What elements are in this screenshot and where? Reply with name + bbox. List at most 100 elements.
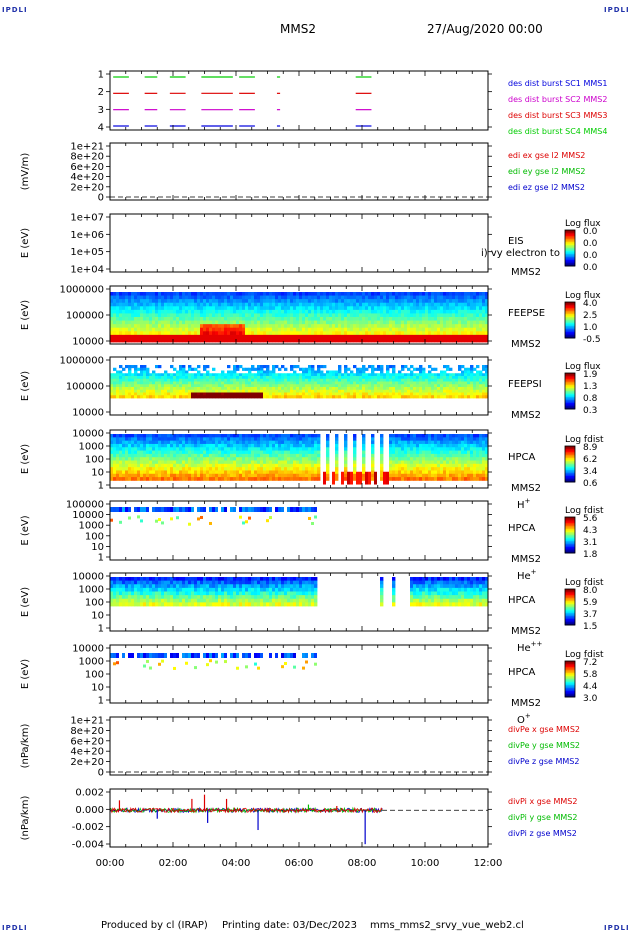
spectrogram-cell: [116, 392, 120, 396]
spectrogram-cell: [443, 463, 447, 468]
spectrogram-cell: [212, 447, 216, 451]
spectrogram-cell: [134, 376, 138, 380]
spectrogram-cell: [137, 309, 141, 314]
spectrogram-cell: [227, 477, 231, 481]
spectrogram-cell: [365, 295, 369, 300]
spectrogram-cell: [125, 292, 129, 296]
spectrogram-cell: [248, 338, 252, 343]
spectrogram-cell: [116, 317, 120, 321]
spectrogram-cell: [287, 460, 291, 465]
spectrogram-cell: [182, 327, 186, 332]
spectrogram-cell: [152, 334, 156, 339]
spectrogram-cell: [146, 313, 150, 318]
spectrogram-cell: [314, 447, 318, 451]
spectrogram-cell: [410, 477, 414, 481]
spectrogram-cell: [398, 306, 402, 311]
spectrogram-cell: [269, 327, 273, 332]
spectrogram-cell: [476, 387, 480, 391]
spectrogram-cell: [431, 338, 435, 343]
spectrogram-cell: [275, 292, 279, 296]
spectrogram-cell: [257, 450, 261, 455]
spectrogram-cell: [473, 295, 477, 300]
spectrogram-cell: [284, 389, 288, 393]
spectrogram-cell: [455, 327, 459, 332]
spectrogram-cell: [176, 334, 180, 339]
spectrogram-cell: [359, 327, 363, 332]
spectrogram-cell: [431, 447, 435, 451]
spectrogram-cell: [188, 437, 192, 442]
spectrogram-cell: [416, 470, 420, 475]
spectrogram-cell: [248, 450, 252, 455]
spectrogram-cell: [464, 395, 468, 399]
spectrogram-cell: [164, 473, 168, 478]
spectrogram-cell: [416, 392, 420, 396]
spectrogram-cell: [125, 450, 129, 455]
spectrogram-cell: [224, 473, 228, 478]
spectrogram-cell: [311, 437, 315, 442]
spectrogram-cell: [287, 338, 291, 343]
spectrogram-cell: [239, 324, 243, 329]
spectrogram-cell: [131, 447, 135, 451]
spectrogram-cell: [296, 309, 300, 314]
spectrogram-cell: [479, 331, 483, 336]
spectrogram-cell: [368, 387, 372, 391]
colorbar-swatch: [565, 246, 575, 249]
spectrogram-cell: [320, 295, 324, 300]
spectrogram-cell: [185, 334, 189, 339]
spectrogram-cell: [125, 457, 129, 461]
spectrogram-cell: [149, 338, 153, 343]
spectrogram-cell: [326, 317, 330, 321]
spectrogram-cell: [452, 309, 456, 314]
spectrogram-cell: [344, 317, 348, 321]
spectrogram-cell: [257, 295, 261, 300]
spectrogram-cell: [470, 381, 474, 385]
spectrogram-cell: [413, 453, 417, 458]
spectrogram-cell: [413, 381, 417, 385]
spectrogram-cell: [176, 463, 180, 468]
spectrogram-cell: [290, 376, 294, 380]
spectrogram-cell: [344, 295, 348, 300]
spectrogram-cell: [233, 460, 237, 465]
spectrogram-cell: [170, 477, 174, 481]
spectrogram-cell: [362, 317, 366, 321]
spectrogram-cell: [146, 320, 150, 325]
spectrogram-cell: [380, 467, 384, 471]
spectrogram-cell: [413, 331, 417, 336]
spectrogram-cell: [296, 434, 300, 438]
spectrogram-cell: [176, 376, 180, 380]
spectrogram-cell: [293, 376, 297, 380]
spectrogram-cell: [188, 334, 192, 339]
spectrogram-cell: [140, 295, 144, 300]
spectrogram-cell: [365, 381, 369, 385]
colorbar-swatch: [565, 320, 575, 322]
spectrogram-cell: [245, 338, 249, 343]
spectrogram-cell: [164, 313, 168, 318]
spectrogram-cell: [371, 387, 375, 391]
spectrogram-cell: [245, 299, 249, 304]
spectrogram-cell: [440, 309, 444, 314]
spectrogram-cell: [260, 457, 264, 461]
spectrogram-cell: [317, 443, 321, 448]
spectrogram-cell: [311, 292, 315, 296]
spectrogram-cell: [383, 389, 387, 393]
spectrogram-cell: [359, 367, 363, 371]
spectrogram-cell: [257, 387, 261, 391]
spectrogram-cell: [209, 470, 213, 475]
spectrogram-cell: [458, 320, 462, 325]
spectrogram-cell: [434, 376, 438, 380]
spectrogram-cell: [182, 295, 186, 300]
spectrogram-cell: [143, 467, 147, 471]
spectrogram-cell: [134, 292, 138, 296]
spectrogram-cell: [323, 338, 327, 343]
spectrogram-cell: [251, 460, 255, 465]
spectrogram-cell: [374, 367, 378, 371]
spectrogram-cell: [323, 471, 326, 485]
spectrogram-cell: [455, 292, 459, 296]
spectrogram-cell: [341, 389, 345, 393]
spectrogram-cell: [446, 378, 450, 382]
spectrogram-cell: [476, 384, 480, 388]
spectrogram-cell: [461, 437, 465, 442]
spectrogram-cell: [485, 299, 489, 304]
spectrogram-cell: [224, 443, 228, 448]
spectrogram-cell: [188, 395, 192, 399]
